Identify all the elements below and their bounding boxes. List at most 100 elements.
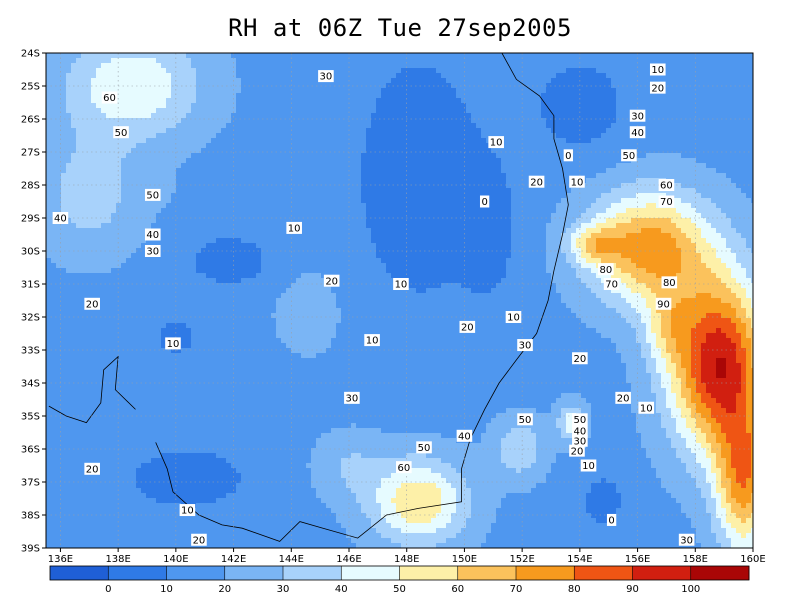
rh-cell bbox=[91, 138, 97, 144]
rh-cell bbox=[566, 108, 572, 114]
rh-cell bbox=[281, 113, 287, 119]
rh-cell bbox=[156, 58, 162, 64]
rh-cell bbox=[481, 183, 487, 189]
rh-cell bbox=[391, 163, 397, 169]
rh-cell bbox=[586, 223, 592, 229]
rh-cell bbox=[356, 193, 362, 199]
rh-cell bbox=[701, 198, 707, 204]
rh-cell bbox=[726, 73, 732, 79]
rh-cell bbox=[501, 98, 507, 104]
rh-cell bbox=[411, 148, 417, 154]
rh-cell bbox=[366, 218, 372, 224]
rh-cell bbox=[676, 208, 682, 214]
rh-cell bbox=[506, 93, 512, 99]
rh-cell bbox=[86, 128, 92, 134]
rh-cell bbox=[751, 148, 757, 154]
rh-cell bbox=[391, 63, 397, 69]
rh-cell bbox=[201, 78, 207, 84]
rh-cell bbox=[126, 228, 132, 234]
rh-cell bbox=[561, 113, 567, 119]
rh-cell bbox=[186, 113, 192, 119]
rh-cell bbox=[461, 193, 467, 199]
rh-cell bbox=[336, 138, 342, 144]
rh-cell bbox=[611, 63, 617, 69]
rh-cell bbox=[481, 113, 487, 119]
rh-cell bbox=[201, 198, 207, 204]
rh-cell bbox=[101, 108, 107, 114]
rh-cell bbox=[416, 98, 422, 104]
rh-cell bbox=[506, 153, 512, 159]
rh-cell bbox=[141, 203, 147, 209]
rh-cell bbox=[751, 53, 757, 59]
rh-cell bbox=[431, 223, 437, 229]
rh-cell bbox=[711, 183, 717, 189]
rh-cell bbox=[616, 143, 622, 149]
rh-cell bbox=[616, 173, 622, 179]
rh-cell bbox=[581, 58, 587, 64]
rh-cell bbox=[291, 133, 297, 139]
rh-cell bbox=[736, 103, 742, 109]
rh-cell bbox=[221, 183, 227, 189]
rh-cell bbox=[316, 208, 322, 214]
rh-cell bbox=[536, 138, 542, 144]
rh-cell bbox=[396, 168, 402, 174]
rh-cell bbox=[161, 68, 167, 74]
rh-cell bbox=[636, 148, 642, 154]
rh-cell bbox=[706, 183, 712, 189]
rh-cell bbox=[556, 183, 562, 189]
rh-cell bbox=[436, 108, 442, 114]
rh-cell bbox=[246, 68, 252, 74]
rh-cell bbox=[361, 188, 367, 194]
rh-cell bbox=[316, 58, 322, 64]
rh-cell bbox=[351, 168, 357, 174]
rh-cell bbox=[121, 168, 127, 174]
rh-cell bbox=[716, 198, 722, 204]
rh-cell bbox=[506, 103, 512, 109]
rh-cell bbox=[446, 218, 452, 224]
rh-cell bbox=[421, 88, 427, 94]
rh-cell bbox=[76, 133, 82, 139]
rh-cell bbox=[146, 168, 152, 174]
rh-cell bbox=[271, 128, 277, 134]
rh-cell bbox=[216, 113, 222, 119]
rh-cell bbox=[131, 168, 137, 174]
rh-cell bbox=[221, 158, 227, 164]
rh-cell bbox=[371, 63, 377, 69]
rh-cell bbox=[96, 78, 102, 84]
rh-cell bbox=[196, 203, 202, 209]
rh-cell bbox=[311, 168, 317, 174]
rh-cell bbox=[106, 148, 112, 154]
rh-cell bbox=[116, 58, 122, 64]
rh-cell bbox=[691, 118, 697, 124]
rh-cell bbox=[201, 183, 207, 189]
rh-cell bbox=[691, 178, 697, 184]
rh-cell bbox=[626, 78, 632, 84]
rh-cell bbox=[186, 68, 192, 74]
rh-cell bbox=[281, 73, 287, 79]
rh-cell bbox=[636, 53, 642, 59]
rh-cell bbox=[396, 68, 402, 74]
rh-cell bbox=[511, 83, 517, 89]
rh-cell bbox=[621, 63, 627, 69]
rh-cell bbox=[356, 108, 362, 114]
rh-cell bbox=[636, 88, 642, 94]
rh-cell bbox=[331, 163, 337, 169]
rh-cell bbox=[241, 88, 247, 94]
rh-cell bbox=[646, 108, 652, 114]
rh-cell bbox=[256, 203, 262, 209]
rh-cell bbox=[281, 163, 287, 169]
rh-cell bbox=[511, 208, 517, 214]
rh-cell bbox=[46, 228, 52, 234]
rh-cell bbox=[666, 53, 672, 59]
rh-cell bbox=[396, 153, 402, 159]
rh-cell bbox=[721, 138, 727, 144]
rh-cell bbox=[601, 163, 607, 169]
rh-cell bbox=[46, 163, 52, 169]
rh-cell bbox=[331, 108, 337, 114]
rh-cell bbox=[86, 203, 92, 209]
rh-cell bbox=[51, 123, 57, 129]
rh-cell bbox=[96, 128, 102, 134]
rh-cell bbox=[596, 58, 602, 64]
rh-cell bbox=[251, 143, 257, 149]
rh-cell bbox=[191, 198, 197, 204]
